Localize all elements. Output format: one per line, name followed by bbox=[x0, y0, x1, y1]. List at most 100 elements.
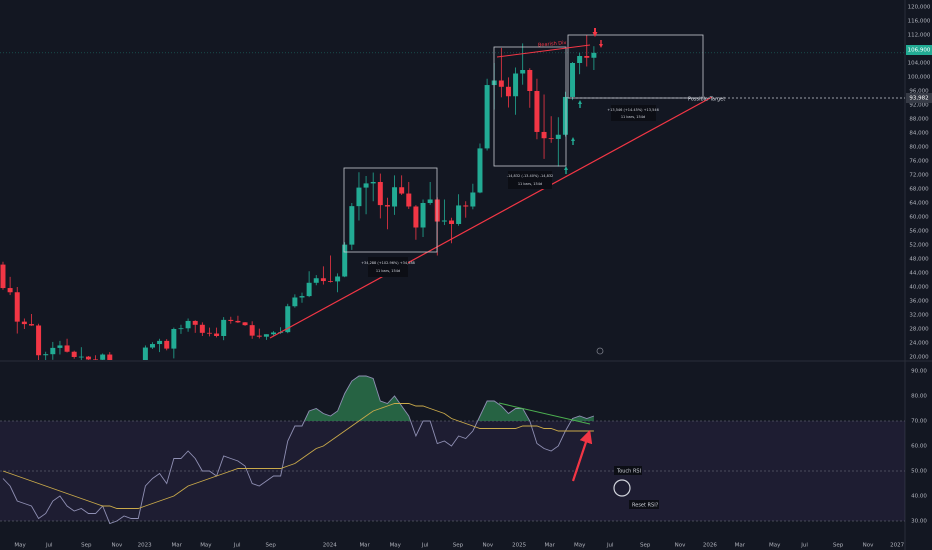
candle-body bbox=[577, 55, 583, 63]
price-tag bbox=[906, 45, 932, 55]
candle-body bbox=[7, 288, 13, 293]
candle-body bbox=[327, 281, 333, 282]
rsi-line bbox=[2, 403, 594, 509]
annotation: Touch RSI bbox=[616, 469, 641, 475]
candle-body bbox=[541, 131, 547, 139]
candle-body bbox=[406, 193, 412, 207]
candle-body bbox=[164, 340, 170, 349]
rsi-divergence-line bbox=[498, 402, 591, 425]
rsi-line bbox=[2, 375, 595, 525]
candle-body bbox=[420, 202, 426, 228]
candle-body bbox=[342, 244, 348, 277]
y-tick-label: 60,000 bbox=[909, 214, 929, 220]
y-tick-label: 68,000 bbox=[909, 186, 929, 192]
y-tick-label: 40,000 bbox=[909, 284, 929, 290]
candle-body bbox=[441, 220, 447, 222]
y-tick-label: 70.00 bbox=[911, 419, 927, 425]
candle-body bbox=[21, 321, 27, 325]
info-box bbox=[508, 171, 552, 189]
candle-body bbox=[548, 138, 554, 140]
annotation: Bearish Div bbox=[538, 40, 567, 48]
candle-body bbox=[591, 52, 597, 58]
candle-body bbox=[584, 55, 590, 58]
y-tick-label: 84,000 bbox=[909, 130, 929, 136]
candle-body bbox=[57, 345, 63, 348]
x-tick-label: Mar bbox=[545, 543, 556, 549]
info-box bbox=[611, 105, 656, 121]
rsi-circle bbox=[613, 479, 631, 497]
candle-body bbox=[43, 354, 49, 356]
y-tick-label: 88,000 bbox=[909, 116, 929, 122]
price-tags: 106,900 93,982 bbox=[906, 45, 932, 103]
candle-body bbox=[484, 85, 490, 149]
candle-body bbox=[320, 278, 326, 282]
y-tick-label: 100,000 bbox=[908, 74, 931, 80]
x-tick-label: 2023 bbox=[138, 543, 152, 549]
x-tick-label: Jul bbox=[421, 543, 429, 549]
up-arrow bbox=[578, 100, 582, 108]
y-tick-label: 44,000 bbox=[909, 270, 929, 276]
candle-body bbox=[263, 334, 269, 337]
icon bbox=[596, 347, 604, 355]
candle-body bbox=[562, 96, 568, 135]
x-tick-label: Sep bbox=[453, 543, 464, 549]
candle-body bbox=[505, 86, 511, 97]
info-text: +13,546 (+14.45%) +13,546 bbox=[607, 108, 659, 112]
y-tick-label: 40.00 bbox=[911, 494, 927, 500]
candle-body bbox=[228, 319, 234, 321]
price-tag bbox=[906, 93, 932, 103]
info-text: 11 bars, 154d bbox=[376, 269, 400, 273]
price-tag-text: 106,900 bbox=[908, 48, 931, 54]
candle-body bbox=[93, 359, 99, 360]
x-tick-label: May bbox=[200, 543, 212, 549]
candle-body bbox=[0, 264, 6, 289]
range-box bbox=[343, 167, 438, 253]
candle-body bbox=[142, 347, 148, 360]
y-tick-label: 24,000 bbox=[909, 340, 929, 346]
candle-body bbox=[50, 347, 56, 355]
candle-body bbox=[235, 320, 241, 323]
x-tick-label: Jul bbox=[606, 543, 614, 549]
candle-body bbox=[527, 69, 533, 91]
range-box bbox=[567, 34, 704, 99]
candle-body bbox=[335, 276, 341, 282]
x-tick-label: 2025 bbox=[512, 543, 526, 549]
rsi-arrow bbox=[571, 429, 593, 482]
candle-body bbox=[534, 90, 540, 132]
x-tick-label: Sep bbox=[640, 543, 651, 549]
x-tick-label: Nov bbox=[675, 543, 686, 549]
info-text: -14,832 (-13.40%) -14,832 bbox=[507, 174, 554, 178]
candle-body bbox=[256, 335, 262, 337]
y-tick-label: 52,000 bbox=[909, 242, 929, 248]
candle-body bbox=[249, 325, 255, 336]
info-text: +34,288 (+102.96%) +34,288 bbox=[361, 261, 415, 265]
candle-body bbox=[242, 322, 248, 326]
y-tick-label: 28,000 bbox=[909, 326, 929, 332]
y-tick-label: 64,000 bbox=[909, 200, 929, 206]
candle-body bbox=[157, 340, 163, 345]
candle-body bbox=[292, 297, 298, 307]
candle-body bbox=[192, 320, 198, 325]
candle-body bbox=[392, 187, 398, 207]
candle-body bbox=[555, 134, 561, 139]
price-tag-text: 93,982 bbox=[909, 96, 928, 102]
info-box bbox=[368, 257, 408, 277]
label-box bbox=[629, 500, 659, 509]
label-box bbox=[614, 466, 642, 475]
candle-body bbox=[185, 320, 191, 329]
rsi-pane bbox=[0, 375, 905, 525]
candle-body bbox=[14, 292, 20, 322]
candle-body bbox=[456, 205, 462, 224]
x-tick-label: 2026 bbox=[703, 543, 717, 549]
candle-body bbox=[477, 148, 483, 193]
x-tick-label: May bbox=[14, 543, 26, 549]
divergence-line bbox=[496, 44, 591, 58]
y-tick-label: 76,000 bbox=[909, 158, 929, 164]
candle-body bbox=[107, 354, 113, 360]
candle-body bbox=[463, 205, 469, 207]
candle-body bbox=[221, 319, 227, 336]
candle-body bbox=[413, 206, 419, 228]
candle-body bbox=[299, 296, 305, 298]
candle-body bbox=[513, 73, 519, 97]
candle-body bbox=[199, 324, 205, 333]
